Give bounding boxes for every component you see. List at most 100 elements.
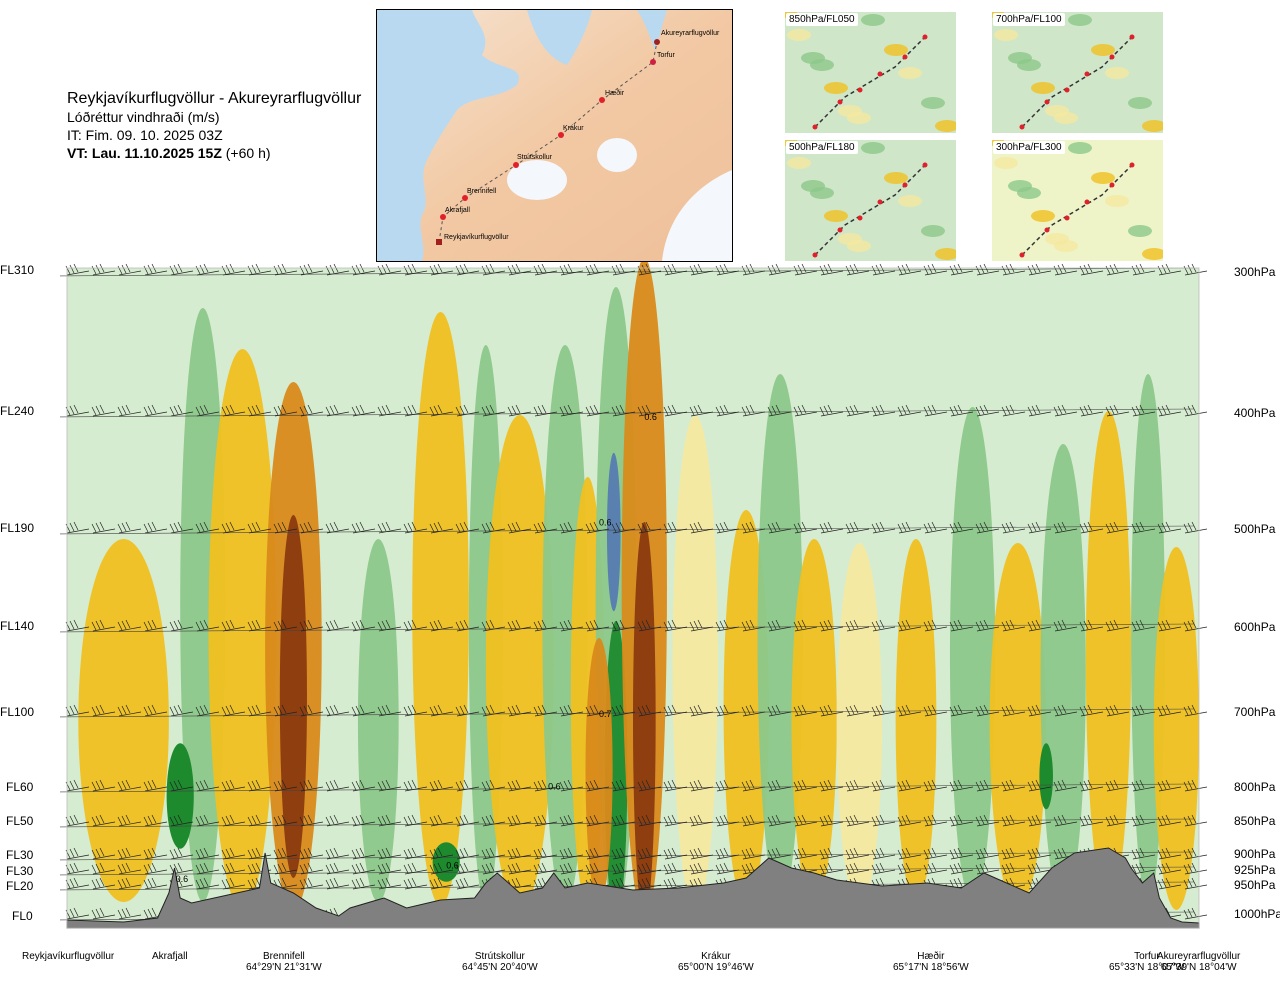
wind-barb: [1183, 847, 1208, 860]
wind-barb: [169, 704, 194, 717]
wind-barb: [377, 847, 402, 860]
thumbnail-700[interactable]: 700hPa/FL100: [991, 11, 1164, 134]
wind-band-18: [757, 374, 803, 902]
wind-band-6: [412, 312, 469, 906]
wind-barb: [1157, 263, 1182, 276]
wind-barb: [871, 704, 896, 717]
loc-brennifell-name: Brennifell: [263, 951, 305, 962]
wind-barb: [117, 877, 142, 890]
wind-barb: [637, 847, 662, 860]
thumb-blob: [801, 180, 825, 192]
thumb-point: [837, 99, 843, 105]
wind-barb: [611, 862, 636, 875]
wind-barb: [611, 263, 636, 276]
wind-barb: [325, 779, 350, 792]
wind-barb: [481, 704, 506, 717]
wind-barb: [1001, 619, 1026, 632]
wind-barb: [1131, 814, 1156, 827]
wind-barb: [741, 847, 766, 860]
wind-barb: [533, 521, 558, 534]
wind-barb: [949, 263, 974, 276]
wind-barb: [1027, 263, 1052, 276]
fl-label-fl100: FL100: [0, 705, 35, 719]
wind-band-25: [1085, 411, 1132, 906]
thumbnail-500[interactable]: 500hPa/FL180: [784, 139, 957, 262]
wind-barb: [611, 521, 636, 534]
wind-barb: [481, 847, 506, 860]
wind-barb: [1001, 263, 1026, 276]
wind-barb: [741, 814, 766, 827]
wind-barb: [403, 404, 428, 417]
wind-barb: [1131, 779, 1156, 792]
loc-krakur-coords: 65°00'N 19°46'W: [678, 962, 754, 973]
thumb-point: [812, 124, 818, 130]
thumb-route: [814, 36, 926, 128]
wind-barb: [65, 907, 90, 920]
thumbnail-300[interactable]: 300hPa/FL300: [991, 139, 1164, 262]
wind-barb: [325, 814, 350, 827]
wind-barb: [689, 704, 714, 717]
wind-barb: [143, 704, 168, 717]
wind-barb: [195, 521, 220, 534]
wind-barb: [715, 814, 740, 827]
value-annotation: 0.6: [446, 861, 459, 871]
wind-barb: [533, 862, 558, 875]
wind-barb: [1027, 814, 1052, 827]
wind-barb: [507, 814, 532, 827]
route-map: Akureyrarflugvöllur Torfur Hæðir Krákur …: [376, 9, 733, 262]
wind-barb: [663, 814, 688, 827]
wind-barb: [65, 404, 90, 417]
wind-barb: [377, 862, 402, 875]
wind-barb: [1183, 907, 1208, 920]
wind-barb: [351, 814, 376, 827]
wind-barb: [65, 814, 90, 827]
wind-barb: [143, 862, 168, 875]
wind-barb: [1079, 619, 1104, 632]
wind-barb: [91, 877, 116, 890]
wind-barb: [247, 404, 272, 417]
wind-barb: [429, 704, 454, 717]
loc-strutskollur: Strútskollur 64°45'N 20°40'W: [462, 951, 538, 973]
wind-barb: [377, 521, 402, 534]
thumbnail-850-label: 850hPa/FL050: [786, 13, 858, 26]
wind-barb: [793, 404, 818, 417]
thumb-point: [1129, 34, 1135, 40]
wind-barb: [923, 847, 948, 860]
wind-barb: [1079, 814, 1104, 827]
wind-barb: [767, 814, 792, 827]
thumb-blob: [861, 142, 885, 154]
wind-barb: [221, 779, 246, 792]
thumb-blob: [824, 210, 848, 222]
wind-barb: [923, 704, 948, 717]
wind-barb: [455, 814, 480, 827]
wind-barb: [1157, 521, 1182, 534]
wind-barb: [351, 704, 376, 717]
wind-barb: [1027, 862, 1052, 875]
wind-barb: [585, 521, 610, 534]
wind-barb: [1053, 779, 1078, 792]
wind-band-21: [895, 539, 937, 902]
wind-barb: [1105, 521, 1130, 534]
wind-barb: [143, 877, 168, 890]
map-label-akureyri: Akureyrarflugvöllur: [661, 30, 720, 37]
wind-barb: [611, 704, 636, 717]
loc-torfur-name: Torfur: [1134, 951, 1160, 962]
wind-barb: [1053, 521, 1078, 534]
wind-barb: [377, 263, 402, 276]
thumb-point: [1109, 182, 1115, 188]
wind-barb: [1157, 704, 1182, 717]
wind-barb: [65, 862, 90, 875]
pressure-line-925: [60, 866, 1195, 876]
wind-barb: [767, 704, 792, 717]
p-label-925: 925hPa: [1234, 863, 1276, 877]
wind-barb: [1105, 704, 1130, 717]
thumbnail-700-graphic: [992, 12, 1163, 133]
wind-barb: [195, 404, 220, 417]
p-label-500: 500hPa: [1234, 522, 1276, 536]
wind-barb: [949, 704, 974, 717]
wind-barb: [715, 862, 740, 875]
thumbnail-850-graphic: [785, 12, 956, 133]
thumb-blob: [801, 52, 825, 64]
thumbnail-850[interactable]: 850hPa/FL050: [784, 11, 957, 134]
wind-barb: [1183, 619, 1208, 632]
